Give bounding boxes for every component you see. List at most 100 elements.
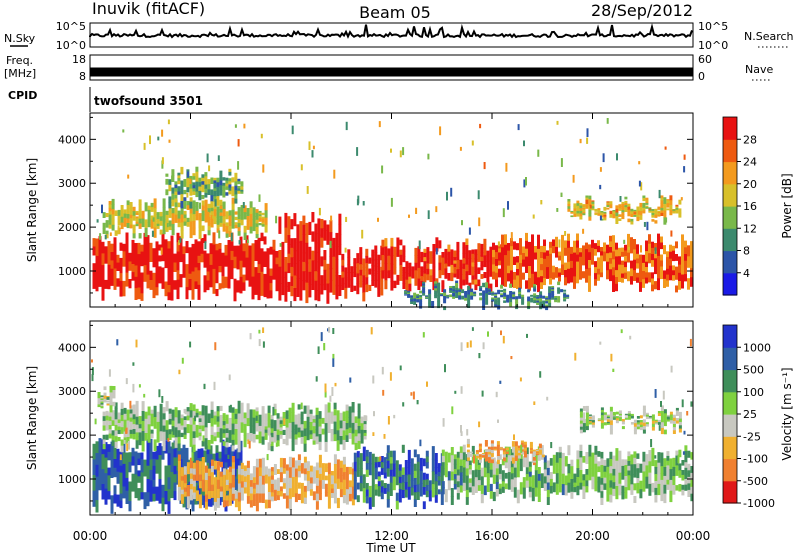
echo-cell <box>489 455 493 464</box>
echo-cell <box>261 218 265 221</box>
echo-cell <box>684 260 687 268</box>
echo-cell <box>537 277 540 293</box>
echo-cell <box>129 214 133 219</box>
echo-cell <box>336 459 340 470</box>
echo-cell <box>660 459 664 467</box>
echo-cell <box>309 477 313 484</box>
echo-cell <box>240 487 244 495</box>
echo-cell <box>267 499 271 509</box>
echo-cell <box>128 261 132 271</box>
echo-point <box>466 342 469 348</box>
echo-cell <box>675 407 679 411</box>
echo-cell <box>588 283 591 292</box>
echo-cell <box>189 205 193 214</box>
echo-cell <box>413 298 417 302</box>
echo-point <box>279 243 282 247</box>
echo-cell <box>487 449 491 453</box>
echo-cell <box>189 431 193 440</box>
echo-cell <box>549 472 553 480</box>
echo-cell <box>170 257 174 269</box>
echo-cell <box>627 411 631 413</box>
echo-cell <box>282 412 286 418</box>
echo-point <box>460 342 463 352</box>
echo-cell <box>324 432 328 443</box>
echo-cell <box>303 485 307 493</box>
echo-cell <box>538 443 542 446</box>
echo-cell <box>624 244 627 251</box>
echo-cell <box>462 263 466 270</box>
echo-cell <box>113 247 117 259</box>
echo-cell <box>660 493 664 502</box>
echo-cell <box>449 286 453 289</box>
echo-cell <box>114 413 118 420</box>
plot-title: Inuvik (fitACF) <box>92 0 205 18</box>
echo-cell <box>600 255 603 261</box>
echo-cell <box>506 294 510 298</box>
echo-point <box>525 177 527 186</box>
colorbar-tick-label: 100 <box>743 386 764 399</box>
echo-cell <box>309 483 313 490</box>
echo-cell <box>134 462 138 475</box>
echo-cell <box>162 444 166 451</box>
echo-cell <box>237 231 241 236</box>
echo-cell <box>567 275 570 284</box>
echo-cell <box>129 409 133 415</box>
echo-cell <box>570 253 573 262</box>
echo-cell <box>132 215 136 221</box>
echo-cell <box>225 433 229 439</box>
echo-cell <box>249 433 253 442</box>
echo-point <box>334 382 337 387</box>
echo-cell <box>431 301 435 305</box>
echo-cell <box>410 301 414 304</box>
echo-cell <box>416 484 420 493</box>
echo-cell <box>624 417 628 419</box>
echo-cell <box>255 458 259 469</box>
echo-cell <box>490 443 494 448</box>
echo-cell <box>219 476 223 483</box>
echo-cell <box>529 449 533 452</box>
echo-cell <box>273 479 277 486</box>
echo-cell <box>615 460 619 474</box>
echo-cell <box>336 430 340 441</box>
echo-cell <box>434 281 438 285</box>
echo-cell <box>198 213 202 223</box>
echo-cell <box>228 488 232 495</box>
echo-cell <box>588 202 592 207</box>
echo-cell <box>311 250 315 261</box>
echo-cell <box>687 470 691 478</box>
echo-cell <box>351 468 355 476</box>
echo-cell <box>351 422 355 434</box>
echo-cell <box>222 493 226 501</box>
echo-cell <box>240 493 244 501</box>
echo-cell <box>606 415 610 418</box>
echo-cell <box>552 239 555 247</box>
echo-cell <box>270 414 274 420</box>
echo-point <box>665 217 668 223</box>
echo-cell <box>621 206 625 209</box>
echo-point <box>640 245 642 253</box>
echo-cell <box>174 184 178 189</box>
echo-cell <box>231 462 235 470</box>
echo-cell <box>566 297 570 299</box>
echo-cell <box>158 455 162 468</box>
echo-cell <box>285 495 289 503</box>
echo-cell <box>513 457 517 469</box>
echo-cell <box>621 260 624 266</box>
echo-cell <box>624 250 627 257</box>
echo-cell <box>407 296 411 298</box>
echo-cell <box>618 412 622 415</box>
echo-cell <box>438 270 442 279</box>
echo-cell <box>657 462 661 474</box>
echo-cell <box>579 205 583 209</box>
echo-cell <box>651 414 655 419</box>
echo-point <box>523 140 525 147</box>
echo-cell <box>657 244 660 257</box>
echo-cell <box>98 472 102 491</box>
echo-cell <box>207 468 211 477</box>
echo-cell <box>350 278 354 286</box>
echo-cell <box>116 278 120 287</box>
echo-cell <box>540 473 544 488</box>
echo-cell <box>395 468 399 478</box>
echo-cell <box>566 296 570 298</box>
echo-cell <box>435 237 439 252</box>
